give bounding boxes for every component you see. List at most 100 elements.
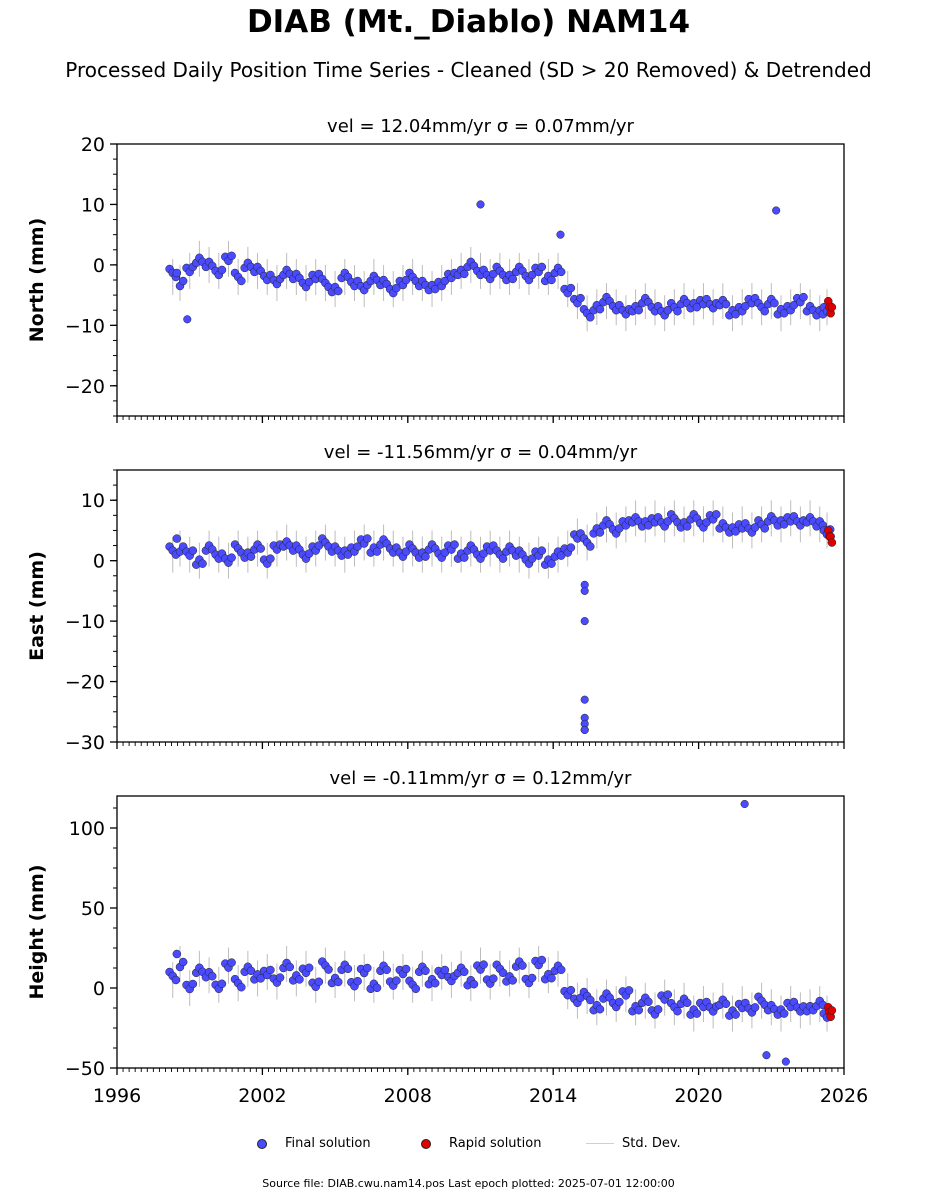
y-axis-label: East (mm) bbox=[26, 551, 48, 661]
final-point bbox=[498, 968, 508, 978]
final-point bbox=[760, 306, 770, 316]
outlier-point bbox=[762, 1051, 771, 1060]
final-point bbox=[172, 268, 182, 278]
panel-3: vel = -0.11mm/yr σ = 0.12mm/yr Height (mm… bbox=[26, 768, 868, 1107]
rapid-point bbox=[827, 302, 837, 312]
rapid-point bbox=[827, 538, 837, 547]
final-point bbox=[673, 1006, 682, 1016]
legend-final: Final solution bbox=[257, 1136, 371, 1151]
final-point bbox=[172, 949, 182, 959]
final-point bbox=[566, 985, 576, 995]
final-point bbox=[721, 999, 731, 1009]
source-footer: Source file: DIAB.cwu.nam14.pos Last epo… bbox=[262, 1177, 675, 1190]
panel-title: vel = -11.56mm/yr σ = 0.04mm/yr bbox=[324, 442, 638, 463]
final-point bbox=[304, 963, 314, 973]
x-tick-label: 1996 bbox=[93, 1085, 141, 1107]
final-point bbox=[353, 976, 362, 986]
final-point bbox=[595, 304, 605, 314]
final-point bbox=[721, 299, 731, 309]
panel-title: vel = 12.04mm/yr σ = 0.07mm/yr bbox=[327, 116, 634, 137]
final-point bbox=[712, 510, 721, 519]
final-point bbox=[634, 305, 643, 315]
final-point bbox=[527, 973, 537, 983]
final-point bbox=[595, 528, 605, 537]
final-point bbox=[460, 967, 469, 977]
final-marker-icon bbox=[257, 1138, 267, 1149]
final-point bbox=[217, 979, 227, 989]
y-tick-label: 0 bbox=[93, 255, 105, 277]
x-tick-label: 2020 bbox=[674, 1085, 722, 1107]
final-point bbox=[227, 553, 236, 562]
final-point bbox=[731, 1010, 740, 1019]
final-point bbox=[450, 540, 459, 549]
y-axis-label: North (mm) bbox=[26, 218, 48, 343]
x-tick-label: 2026 bbox=[820, 1085, 868, 1107]
x-tick-label: 2014 bbox=[529, 1085, 577, 1107]
legend-std: Std. Dev. bbox=[586, 1136, 681, 1151]
final-point bbox=[547, 973, 556, 983]
final-point bbox=[537, 955, 547, 965]
final-point bbox=[227, 251, 236, 261]
final-point bbox=[537, 546, 547, 555]
final-point bbox=[653, 1005, 663, 1014]
final-point bbox=[566, 543, 576, 552]
final-point bbox=[624, 986, 634, 995]
final-point bbox=[372, 983, 382, 993]
final-point bbox=[673, 306, 682, 316]
outlier-point bbox=[580, 586, 589, 595]
legend: Final solution Rapid solution Std. Dev. bbox=[0, 1136, 937, 1158]
final-point bbox=[171, 975, 181, 985]
outlier-point bbox=[476, 200, 485, 209]
figure-subtitle: Processed Daily Position Time Series - C… bbox=[65, 58, 872, 82]
y-tick-label: −50 bbox=[65, 1058, 105, 1080]
outlier-point bbox=[580, 617, 589, 626]
y-tick-label: 50 bbox=[81, 898, 105, 920]
final-point bbox=[334, 286, 343, 296]
final-point bbox=[246, 966, 256, 976]
final-point bbox=[750, 1003, 760, 1012]
final-point bbox=[508, 274, 517, 284]
final-point bbox=[372, 547, 382, 556]
panel-1: vel = 12.04mm/yr σ = 0.07mm/yr North (mm)… bbox=[26, 116, 845, 423]
final-point bbox=[586, 312, 595, 322]
final-point bbox=[508, 976, 517, 985]
final-point bbox=[547, 559, 556, 568]
final-point bbox=[217, 265, 227, 275]
final-point bbox=[237, 276, 246, 286]
legend-final-label: Final solution bbox=[285, 1136, 371, 1151]
std-line-icon bbox=[586, 1143, 614, 1144]
final-point bbox=[314, 977, 324, 987]
final-point bbox=[576, 293, 585, 303]
final-point bbox=[586, 542, 595, 551]
final-point bbox=[188, 546, 198, 555]
outlier-point bbox=[556, 230, 565, 239]
final-point bbox=[401, 964, 411, 974]
y-tick-label: 0 bbox=[93, 551, 105, 573]
final-point bbox=[692, 1009, 702, 1018]
final-point bbox=[460, 553, 469, 562]
final-point bbox=[363, 534, 372, 543]
plot-frame bbox=[116, 469, 845, 743]
x-tick-label: 2002 bbox=[238, 1085, 286, 1107]
final-point bbox=[392, 976, 401, 985]
final-point bbox=[682, 998, 692, 1008]
final-point bbox=[556, 267, 566, 277]
final-point bbox=[615, 997, 624, 1007]
final-point bbox=[421, 966, 430, 976]
final-point bbox=[246, 552, 256, 561]
outlier-point bbox=[740, 799, 749, 809]
final-point bbox=[178, 276, 188, 286]
final-point bbox=[178, 957, 188, 967]
final-point bbox=[469, 979, 479, 989]
final-point bbox=[237, 982, 246, 992]
final-point bbox=[537, 262, 547, 272]
y-tick-label: −30 bbox=[65, 732, 105, 754]
rapid-marker-icon bbox=[421, 1138, 431, 1149]
time-series-chart: vel = 12.04mm/yr σ = 0.07mm/yr North (mm)… bbox=[26, 116, 868, 1107]
final-point bbox=[566, 283, 576, 293]
final-point bbox=[324, 965, 333, 974]
final-point bbox=[382, 965, 391, 975]
final-point bbox=[518, 961, 527, 970]
final-point bbox=[682, 522, 692, 531]
rapid-point bbox=[827, 1006, 837, 1015]
